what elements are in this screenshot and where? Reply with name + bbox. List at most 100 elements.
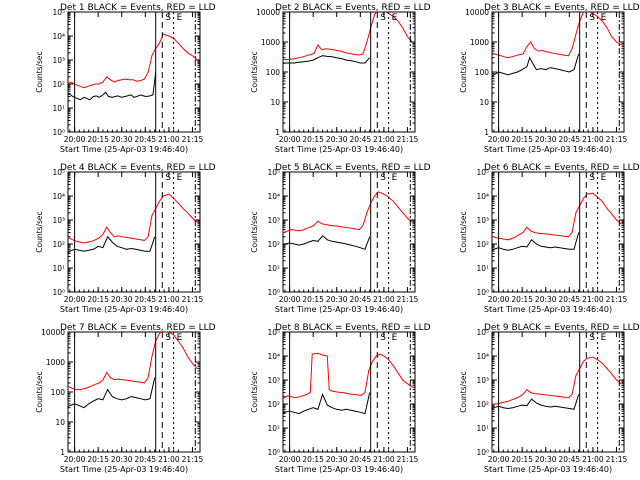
x-tick-label: 20:00 — [488, 135, 510, 144]
x-tick-label: 20:30 — [535, 295, 557, 304]
x-tick-label: 21:00 — [158, 455, 180, 464]
x-tick-label: 21:00 — [373, 295, 395, 304]
marker-label-e: E — [392, 333, 398, 343]
marker-label-e: E — [392, 13, 398, 23]
x-tick-label: 20:15 — [302, 295, 324, 304]
x-tick-label: 21:00 — [158, 295, 180, 304]
x-tick-label: 20:00 — [279, 455, 301, 464]
y-tick-label: 10⁴ — [52, 32, 65, 41]
series-events-line — [68, 235, 156, 255]
y-tick-label: 10¹ — [267, 264, 280, 273]
x-tick-label: 20:30 — [326, 455, 348, 464]
y-tick-label: 10⁵ — [476, 328, 489, 337]
y-tick-label: 10¹ — [52, 264, 65, 273]
y-tick-label: 100 — [51, 388, 66, 397]
x-tick-label: 20:15 — [511, 135, 533, 144]
series-lld-line — [283, 12, 413, 61]
marker-label-e: E — [601, 333, 607, 343]
y-tick-label: 10³ — [52, 56, 65, 65]
y-tick-label: 10² — [476, 240, 489, 249]
marker-label-e: E — [177, 173, 183, 183]
y-tick-label: 10⁵ — [52, 8, 65, 17]
x-tick-label: 21:15 — [397, 135, 419, 144]
series-group — [68, 193, 198, 255]
x-tick-label: 21:00 — [373, 135, 395, 144]
x-tick-label: 20:00 — [279, 135, 301, 144]
marker-label-s: S — [380, 173, 386, 183]
y-tick-label: 10⁴ — [476, 192, 489, 201]
x-tick-label: 20:15 — [511, 455, 533, 464]
x-tick-label: 20:00 — [488, 295, 510, 304]
panel-det-4: Det 4 BLACK = Events, RED = LLD 10⁰ 10¹ 10²… — [35, 163, 216, 314]
x-tick-label: 21:15 — [182, 455, 204, 464]
y-axis-label: Counts/sec — [459, 51, 468, 92]
x-axis-label: Start Time (25-Apr-03 19:46:40) — [275, 145, 403, 154]
series-lld-line — [283, 191, 413, 233]
panel-det-6: Det 6 BLACK = Events, RED = LLD 10⁰ 10¹ 10²… — [459, 163, 640, 314]
x-tick-label: 21:00 — [582, 135, 604, 144]
y-tick-label: 10⁰ — [267, 288, 280, 297]
series-group — [68, 332, 198, 409]
x-tick-label: 21:00 — [373, 455, 395, 464]
plot-frame — [67, 11, 201, 133]
series-group — [283, 352, 413, 415]
y-axis-label: Counts/sec — [35, 371, 44, 412]
series-events-line — [492, 53, 580, 78]
panel-det-9: Det 9 BLACK = Events, RED = LLD 10⁰ 10¹ 10²… — [459, 323, 640, 474]
x-tick-label: 20:15 — [87, 135, 109, 144]
x-tick-label: 20:30 — [111, 135, 133, 144]
x-axis-label: Start Time (25-Apr-03 19:46:40) — [484, 305, 612, 314]
series-lld-line — [68, 332, 198, 391]
plot-frame — [67, 171, 201, 293]
x-axis-label: Start Time (25-Apr-03 19:46:40) — [275, 465, 403, 474]
y-axis-label: Counts/sec — [35, 211, 44, 252]
x-tick-label: 21:15 — [397, 455, 419, 464]
series-lld-line — [68, 33, 198, 89]
marker-label-s: S — [165, 173, 171, 183]
panel-det-8: Det 8 BLACK = Events, RED = LLD 10⁰ 10¹ 10²… — [250, 323, 431, 474]
y-tick-label: 10 — [479, 98, 489, 107]
panel-grid: Det 1 BLACK = Events, RED = LLD 10⁰ 10¹ 10²… — [35, 3, 640, 474]
y-tick-label: 10⁵ — [52, 168, 65, 177]
series-group — [68, 33, 198, 101]
chart-title: Det 1 BLACK = Events, RED = LLD — [60, 3, 216, 13]
y-tick-label: 10³ — [52, 216, 65, 225]
y-tick-label: 1 — [275, 128, 280, 137]
series-lld-line — [68, 193, 198, 244]
y-tick-label: 10² — [52, 80, 65, 89]
x-tick-label: 20:30 — [326, 135, 348, 144]
panel-det-7: Det 7 BLACK = Events, RED = LLD 1 10 100 100… — [35, 323, 216, 474]
marker-label-s: S — [589, 173, 595, 183]
x-axis-label: Start Time (25-Apr-03 19:46:40) — [60, 465, 188, 474]
y-tick-label: 10² — [52, 240, 65, 249]
y-tick-label: 10⁰ — [476, 288, 489, 297]
y-tick-label: 10⁵ — [267, 328, 280, 337]
panel-det-2: Det 2 BLACK = Events, RED = LLD 1 10 100 100… — [250, 3, 431, 154]
chart-title: Det 5 BLACK = Events, RED = LLD — [275, 163, 431, 173]
marker-label-s: S — [165, 333, 171, 343]
x-tick-label: 20:45 — [135, 455, 157, 464]
x-tick-label: 20:00 — [64, 455, 86, 464]
x-tick-label: 21:15 — [606, 295, 628, 304]
y-tick-label: 10¹ — [476, 424, 489, 433]
y-tick-label: 10³ — [267, 376, 280, 385]
series-lld-line — [492, 12, 622, 59]
y-tick-label: 10² — [476, 400, 489, 409]
marker-label-s: S — [165, 13, 171, 23]
y-tick-label: 1000 — [261, 38, 280, 47]
marker-label-s: S — [380, 333, 386, 343]
plot-frame — [491, 331, 625, 453]
chart-title: Det 6 BLACK = Events, RED = LLD — [484, 163, 640, 173]
plot-frame — [491, 171, 625, 293]
x-tick-label: 21:15 — [606, 135, 628, 144]
series-lld-line — [492, 192, 622, 241]
x-tick-label: 21:00 — [582, 455, 604, 464]
x-axis-label: Start Time (25-Apr-03 19:46:40) — [60, 305, 188, 314]
y-axis-label: Counts/sec — [250, 371, 259, 412]
x-tick-label: 21:15 — [397, 295, 419, 304]
series-lld-line — [283, 352, 413, 399]
x-tick-label: 21:00 — [158, 135, 180, 144]
y-tick-label: 1 — [60, 448, 65, 457]
y-tick-label: 10¹ — [52, 104, 65, 113]
